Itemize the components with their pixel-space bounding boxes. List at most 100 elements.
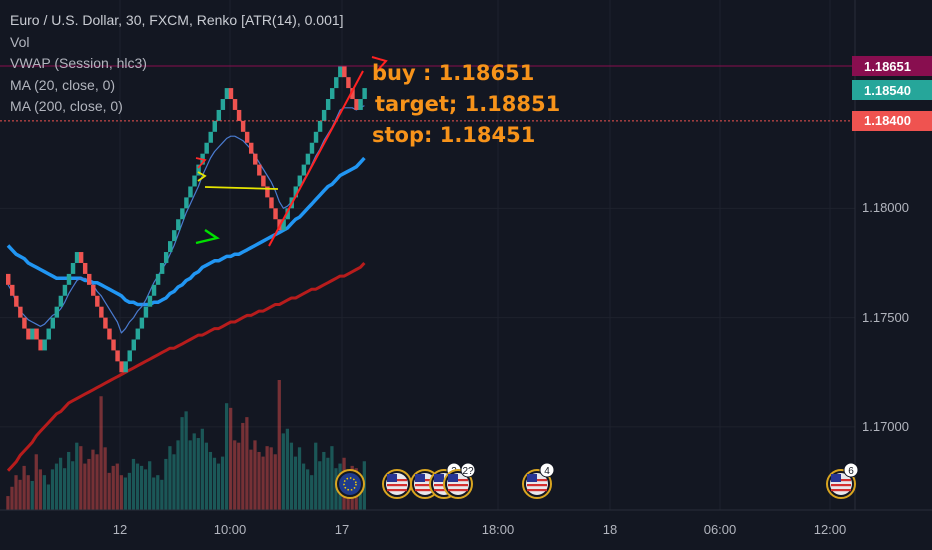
renko-brick [38, 339, 43, 351]
volume-bar [63, 468, 67, 510]
us-flag-icon[interactable]: 2? [443, 462, 476, 499]
volume-bar [148, 461, 152, 510]
renko-brick [305, 153, 311, 165]
volume-bar [326, 457, 330, 510]
volume-bar [330, 446, 334, 510]
volume-bar [22, 465, 26, 510]
badge-circle [843, 462, 859, 478]
us-flag-icon[interactable]: 6 [826, 462, 859, 499]
flag-stripe [448, 484, 468, 487]
renko-brick [261, 175, 266, 187]
indicator-ma200[interactable]: MA (200, close, 0) [10, 98, 123, 114]
renko-brick [192, 175, 197, 187]
renko-brick [22, 317, 27, 329]
volume-bar [107, 472, 111, 510]
flag-stripe [448, 489, 468, 492]
renko-brick [321, 109, 327, 121]
volume-bar [172, 454, 176, 510]
volume-bar [233, 440, 237, 510]
renko-brick [224, 88, 230, 100]
volume-bar [34, 454, 38, 510]
renko-brick [42, 339, 47, 351]
volume-bar [67, 451, 71, 510]
renko-brick [188, 186, 193, 198]
trend-line [268, 70, 364, 247]
renko-brick [135, 328, 141, 340]
volume-bar [30, 480, 34, 510]
flag-canton [448, 474, 458, 482]
renko-brick [176, 219, 181, 231]
volume-bar [200, 428, 204, 510]
volume-bar [54, 463, 59, 510]
event-badges[interactable]: 32?46 [335, 462, 859, 499]
renko-brick [184, 197, 189, 209]
volume-bar [111, 465, 115, 510]
renko-brick [14, 295, 19, 307]
volume-bar [103, 447, 107, 510]
volume-bar [42, 475, 46, 510]
renko-brick [244, 131, 250, 143]
volume-bar [58, 457, 63, 510]
renko-brick [249, 142, 254, 154]
flag-stripe [415, 489, 435, 492]
volume-bar [75, 442, 79, 510]
us-flag-icon[interactable]: 4 [522, 462, 555, 499]
volume-bar [277, 380, 281, 510]
renko-brick [330, 88, 335, 100]
volume-bar [301, 463, 306, 510]
volume-bar [184, 411, 188, 510]
renko-brick [346, 77, 351, 89]
renko-brick [131, 339, 136, 351]
green-arrow-icon [195, 229, 220, 245]
us-flag-icon[interactable] [382, 469, 412, 499]
flag-canton [415, 474, 425, 482]
volume-bar [196, 438, 200, 510]
volume-bar [139, 465, 144, 510]
volume-bar [216, 463, 221, 510]
volume-bar [249, 449, 253, 510]
renko-brick [62, 284, 68, 296]
x-tick-label: 10:00 [213, 522, 247, 537]
renko-brick [196, 164, 201, 176]
volume-bar [269, 447, 273, 510]
indicator-ma20[interactable]: MA (20, close, 0) [10, 76, 116, 93]
volume-bar [144, 469, 148, 510]
renko-brick [87, 273, 92, 285]
volume-bar [79, 446, 83, 510]
volume-bar [176, 440, 180, 510]
renko-brick [313, 131, 319, 143]
renko-brick [236, 109, 242, 121]
flag-stripe [527, 484, 547, 487]
volume-bar [204, 442, 208, 510]
renko-brick [208, 131, 213, 143]
x-tick-label: 12 [112, 522, 128, 537]
renko-brick [281, 219, 286, 231]
x-tick-label: 12:00 [813, 522, 847, 537]
renko-brick [220, 99, 226, 110]
renko-brick [6, 273, 11, 285]
renko-brick [66, 273, 72, 285]
eu-flag-icon[interactable] [335, 469, 365, 499]
volume-bar [220, 456, 225, 510]
renko-brick [180, 208, 185, 220]
x-tick-label: 06:00 [703, 522, 737, 537]
badge-count: 6 [848, 466, 854, 477]
volume-bar [26, 475, 30, 510]
renko-brick [18, 306, 23, 318]
volume-bar [10, 486, 14, 510]
volume-bar [314, 442, 318, 510]
price-tag: 1.18400 [852, 110, 932, 131]
renko-brick [163, 252, 169, 263]
renko-brick [216, 109, 222, 121]
indicator-vwap[interactable]: VWAP (Session, hlc3) [10, 55, 147, 71]
renko-brick [139, 317, 145, 329]
renko-brick [46, 328, 51, 340]
y-tick-label: 1.17000 [862, 418, 909, 434]
flag-stripe [527, 489, 547, 492]
indicator-vol[interactable]: Vol [10, 33, 30, 50]
renko-brick [54, 306, 60, 318]
y-tick-label: 1.18000 [862, 200, 909, 216]
target-text: target; 1.18851 [375, 92, 561, 116]
